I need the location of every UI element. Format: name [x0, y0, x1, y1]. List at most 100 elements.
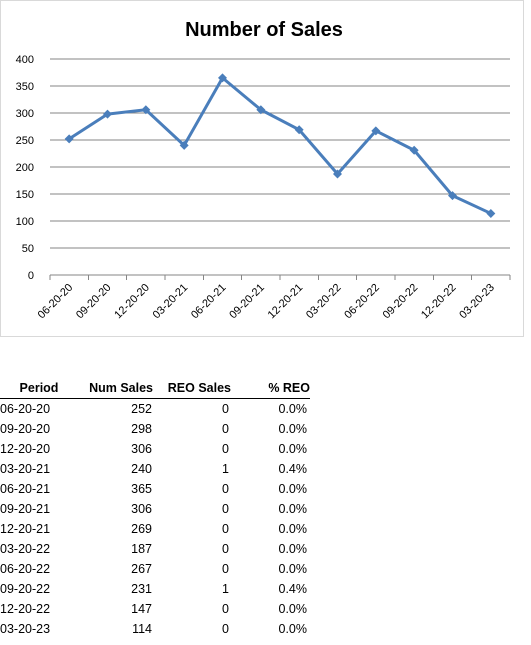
cell-num-sales: 231	[131, 582, 152, 596]
header-num-sales: Num Sales	[70, 377, 153, 399]
cell-period: 09-20-20	[0, 422, 51, 436]
cell-pct-reo: 0.0%	[278, 542, 308, 556]
cell-pct-reo: 0.0%	[278, 442, 308, 456]
x-tick-label: 03-20-21	[151, 282, 191, 322]
cell-period: 09-20-21	[0, 502, 51, 516]
series-points	[64, 73, 496, 218]
cell-num-sales: 298	[131, 422, 152, 436]
cell-period: 06-20-22	[0, 562, 51, 576]
cell-pct-reo: 0.4%	[278, 582, 308, 596]
table-row: 06-20-21 365 0 0.0%	[0, 479, 310, 499]
chart-title: Number of Sales	[185, 19, 343, 41]
cell-num-sales: 252	[131, 402, 152, 416]
series-line-path	[68, 76, 492, 215]
cell-period: 03-20-22	[0, 542, 51, 556]
cell-period: 09-20-22	[0, 582, 51, 596]
cell-reo-sales: 0	[222, 622, 229, 636]
x-tick-label: 12-20-22	[419, 282, 459, 322]
cell-pct-reo: 0.0%	[278, 602, 308, 616]
table-row: 09-20-22 231 1 0.4%	[0, 579, 310, 599]
x-tick-label: 06-20-22	[342, 282, 382, 322]
x-tick-label: 03-20-23	[457, 282, 497, 322]
cell-pct-reo: 0.0%	[278, 522, 308, 536]
table-row: 12-20-21 269 0 0.0%	[0, 519, 310, 539]
cell-period: 12-20-21	[0, 522, 51, 536]
cell-pct-reo: 0.4%	[278, 462, 308, 476]
cell-pct-reo: 0.0%	[278, 402, 308, 416]
y-tick-label: 50	[22, 243, 34, 255]
y-tick-label: 250	[16, 135, 34, 147]
y-axis-ticks: 0 50 100 150 200 250 300 350 400	[16, 54, 34, 282]
cell-num-sales: 267	[131, 562, 152, 576]
cell-num-sales: 114	[132, 622, 152, 636]
table-row: 03-20-22 187 0 0.0%	[0, 539, 310, 559]
data-point	[218, 73, 227, 83]
table-row: 06-20-20 252 0 0.0%	[0, 399, 310, 420]
cell-period: 12-20-22	[0, 602, 51, 616]
header-period: Period	[0, 377, 70, 399]
cell-num-sales: 187	[131, 542, 152, 556]
cell-period: 06-20-20	[0, 402, 51, 416]
data-point	[409, 145, 419, 155]
data-point	[103, 109, 112, 119]
cell-num-sales: 306	[131, 442, 152, 456]
y-tick-label: 300	[16, 108, 34, 120]
line-chart: Number of Sales 0 50 100 150 200 250 300 350 400…	[16, 19, 511, 322]
cell-pct-reo: 0.0%	[278, 562, 308, 576]
x-tick-label: 03-20-22	[304, 282, 344, 322]
cell-reo-sales: 0	[222, 422, 229, 436]
data-point	[141, 105, 151, 115]
data-point	[448, 191, 457, 201]
cell-num-sales: 147	[131, 602, 152, 616]
table-body: 06-20-20 252 0 0.0% 09-20-20 298 0 0.0% 12-20-20…	[0, 399, 310, 640]
cell-pct-reo: 0.0%	[278, 482, 308, 496]
table-row: 12-20-20 306 0 0.0%	[0, 439, 310, 459]
data-point	[64, 134, 74, 144]
data-point	[486, 208, 496, 218]
cell-num-sales: 240	[131, 462, 152, 476]
cell-reo-sales: 1	[222, 462, 229, 476]
cell-pct-reo: 0.0%	[278, 422, 308, 436]
cell-reo-sales: 0	[222, 602, 229, 616]
cell-reo-sales: 0	[222, 482, 229, 496]
cell-reo-sales: 0	[222, 402, 229, 416]
x-tick-label: 09-20-21	[227, 282, 267, 322]
x-tick-label: 12-20-21	[266, 282, 306, 322]
header-pct-reo: % REO	[231, 377, 310, 399]
data-point	[256, 105, 266, 115]
cell-reo-sales: 0	[222, 522, 229, 536]
series-line	[68, 76, 492, 215]
cell-reo-sales: 0	[222, 502, 229, 516]
data-point	[294, 125, 304, 135]
header-reo-sales: REO Sales	[153, 377, 231, 399]
y-tick-label: 150	[16, 189, 34, 201]
table-row: 03-20-21 240 1 0.4%	[0, 459, 310, 479]
cell-pct-reo: 0.0%	[278, 502, 308, 516]
data-point	[333, 169, 342, 179]
gridlines	[50, 58, 510, 276]
x-tick-label: 12-20-20	[112, 282, 152, 322]
cell-reo-sales: 0	[222, 542, 229, 556]
table-row: 03-20-23 114 0 0.0%	[0, 619, 310, 639]
y-tick-label: 100	[16, 216, 34, 228]
cell-reo-sales: 0	[222, 442, 229, 456]
chart-area	[0, 0, 524, 337]
cell-pct-reo: 0.0%	[278, 622, 308, 636]
cell-reo-sales: 1	[222, 582, 229, 596]
cell-period: 03-20-21	[0, 462, 51, 476]
data-point	[179, 140, 189, 150]
x-axis-ticks: 06-20-2009-20-2012-20-2003-20-2106-20-21…	[36, 275, 511, 322]
cell-num-sales: 365	[131, 482, 152, 496]
sales-table: Period Num Sales REO Sales % REO 06-20-2…	[0, 377, 310, 639]
table-row: 09-20-21 306 0 0.0%	[0, 499, 310, 519]
table-row: 12-20-22 147 0 0.0%	[0, 599, 310, 619]
y-tick-label: 0	[28, 270, 34, 282]
cell-reo-sales: 0	[222, 562, 229, 576]
x-tick-label: 06-20-20	[36, 282, 76, 322]
data-point	[371, 126, 381, 136]
x-tick-label: 06-20-21	[189, 282, 229, 322]
x-tick-label: 09-20-22	[381, 282, 421, 322]
cell-num-sales: 306	[131, 502, 152, 516]
cell-period: 06-20-21	[0, 482, 51, 496]
table-header-row: Period Num Sales REO Sales % REO	[0, 377, 310, 399]
